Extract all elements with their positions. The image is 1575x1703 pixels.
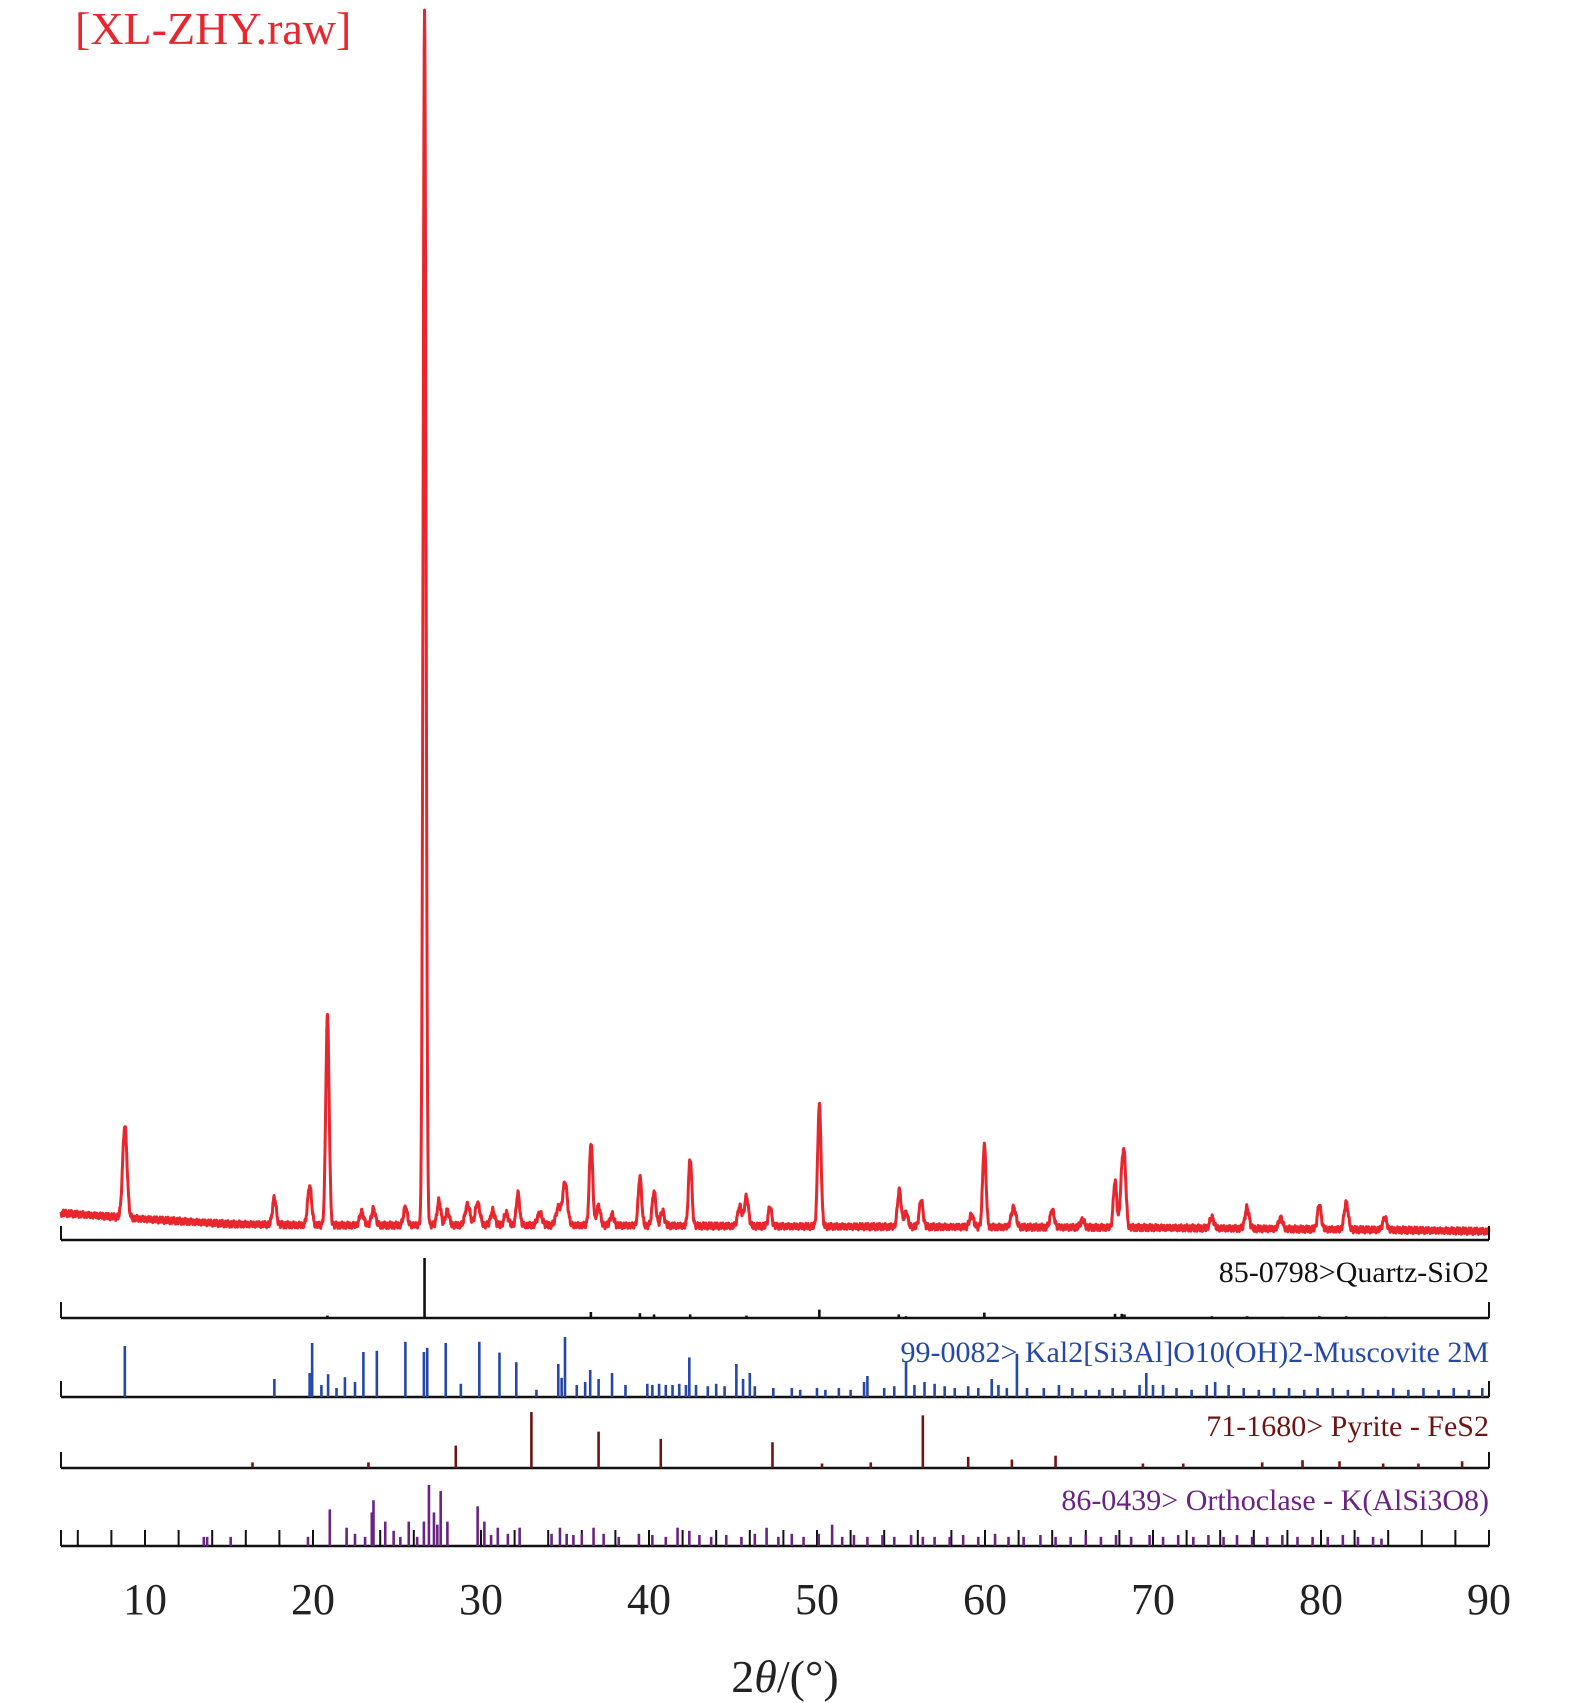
x-axis-label-suffix: /(°) [777,1651,839,1702]
x-tick-label: 50 [795,1575,839,1624]
x-tick-label: 30 [459,1575,503,1624]
x-tick-label: 90 [1467,1575,1511,1624]
x-tick-label: 80 [1299,1575,1343,1624]
x-axis-label: 2θ/(°) [731,1651,838,1702]
x-tick-label: 70 [1131,1575,1175,1624]
x-axis-label-theta: θ [754,1651,777,1702]
reference-label: 71-1680> Pyrite - FeS2 [1206,1410,1489,1443]
x-tick-label: 10 [123,1575,167,1624]
reference-panel-quartz: 85-0798>Quartz-SiO2 [60,1256,1490,1320]
pattern-curve [59,8,1491,1236]
x-tick-label: 60 [963,1575,1007,1624]
reference-panel-pyrite: 71-1680> Pyrite - FeS2 [60,1410,1490,1470]
reference-label: 99-0082> Kal2[Si3Al]O10(OH)2-Muscovite 2… [900,1336,1489,1369]
reference-panel-orthoclase: 86-0439> Orthoclase - K(AlSi3O8) [60,1484,1490,1548]
reference-label: 86-0439> Orthoclase - K(AlSi3O8) [1061,1484,1489,1517]
pattern-panel [59,8,1491,1236]
chart-title: [XL-ZHY.raw] [75,3,351,54]
reference-panel-muscovite: 99-0082> Kal2[Si3Al]O10(OH)2-Muscovite 2… [60,1336,1490,1399]
x-tick-label: 20 [291,1575,335,1624]
reference-panels: 85-0798>Quartz-SiO2 99-0082> Kal2[Si3Al]O… [60,1256,1490,1548]
x-axis: 10 20 30 40 50 60 70 80 90 [60,1226,1511,1624]
reference-label: 85-0798>Quartz-SiO2 [1219,1256,1489,1289]
x-tick-label: 40 [627,1575,671,1624]
x-axis-label-prefix: 2 [731,1651,754,1702]
